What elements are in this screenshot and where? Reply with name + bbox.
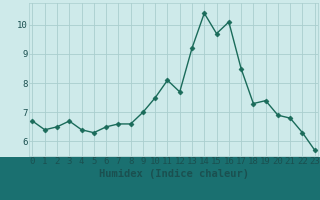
X-axis label: Humidex (Indice chaleur): Humidex (Indice chaleur): [99, 169, 249, 179]
